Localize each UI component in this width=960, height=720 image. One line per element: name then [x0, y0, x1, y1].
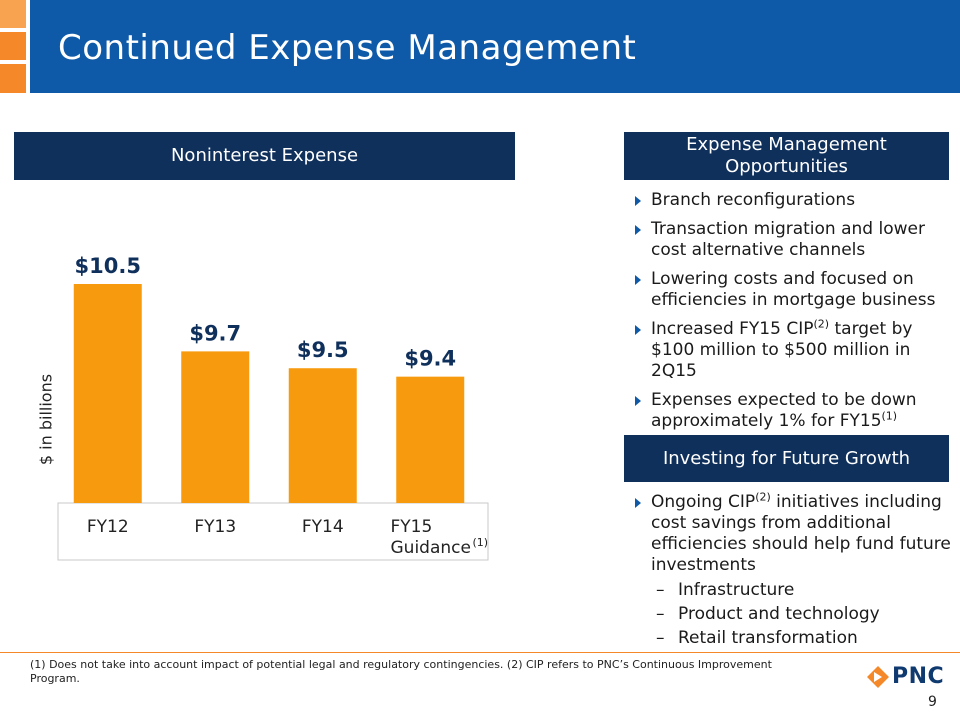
- opportunities-list: Branch reconfigurations Transaction migr…: [634, 190, 954, 440]
- header-decoration: [0, 0, 26, 93]
- opportunity-text: target by $100 million to $500 million i…: [651, 319, 913, 381]
- pnc-logo-icon: [867, 666, 889, 688]
- category-tick-label: FY13: [194, 517, 236, 537]
- opportunity-item: Transaction migration and lower cost alt…: [634, 219, 954, 261]
- page-number: 9: [928, 694, 937, 710]
- opportunity-item: Lowering costs and focused on efficienci…: [634, 269, 954, 311]
- opportunity-text: Expenses expected to be down approximate…: [651, 390, 917, 431]
- data-label: $9.5: [297, 338, 349, 362]
- opportunity-text: Lowering costs and focused on efficienci…: [651, 269, 936, 310]
- data-label: $9.7: [189, 321, 241, 345]
- bar-fy15-guidance: [396, 376, 465, 503]
- noninterest-expense-heading: Noninterest Expense: [14, 132, 515, 180]
- investing-sub-list: Infrastructure Product and technology Re…: [656, 580, 880, 652]
- header-square-top: [0, 0, 26, 28]
- investing-text: Ongoing CIP: [651, 492, 756, 512]
- y-axis-title: $ in billions: [36, 370, 56, 470]
- investing-item: Ongoing CIP(2) initiatives including cos…: [634, 490, 954, 576]
- footnote-marker: (2): [813, 317, 830, 331]
- footnote-marker: (1): [881, 409, 898, 423]
- header-square-middle: [0, 32, 26, 60]
- footnote-marker: (2): [755, 490, 771, 504]
- sub-item: Infrastructure: [656, 580, 880, 601]
- header-square-bottom: [0, 64, 26, 93]
- y-axis-label: $ in billions: [36, 373, 56, 466]
- opportunity-item: Branch reconfigurations: [634, 190, 954, 211]
- noninterest-expense-chart: $10.5 $9.7 $9.5 $9.4 FY12 FY13 FY14 FY15 Guidan…: [57, 254, 489, 561]
- pnc-logo: PNC: [866, 664, 956, 690]
- opportunity-text: Transaction migration and lower cost alt…: [651, 219, 925, 260]
- bar-fy12: [73, 284, 142, 503]
- category-tick-label: FY14: [302, 517, 344, 537]
- opportunity-text: Branch reconfigurations: [651, 190, 856, 210]
- page-title: Continued Expense Management: [58, 28, 637, 68]
- opportunity-item: Increased FY15 CIP(2) target by $100 mil…: [634, 317, 954, 382]
- footer-divider: [0, 652, 960, 653]
- data-label: $10.5: [75, 254, 141, 278]
- data-label: $9.4: [404, 347, 456, 371]
- opportunity-item: Expenses expected to be down approximate…: [634, 390, 954, 432]
- investing-text: initiatives including cost savings from …: [651, 492, 951, 575]
- category-footnote-marker: (1): [473, 536, 489, 549]
- header-bar: [30, 0, 960, 93]
- investing-heading: Investing for Future Growth: [624, 435, 949, 482]
- footnote: (1) Does not take into account impact of…: [30, 658, 772, 685]
- category-tick-label: FY15 Guidance: [391, 517, 471, 558]
- bar-fy14: [288, 368, 357, 503]
- investing-list: Ongoing CIP(2) initiatives including cos…: [634, 490, 954, 584]
- sub-item: Product and technology: [656, 604, 880, 625]
- bar-fy13: [181, 351, 250, 503]
- category-tick-label: FY12: [87, 517, 129, 537]
- opportunity-text: Increased FY15 CIP: [651, 319, 814, 339]
- sub-item: Retail transformation: [656, 628, 880, 649]
- opportunities-heading: Expense Management Opportunities: [624, 132, 949, 180]
- pnc-logo-text: PNC: [892, 664, 945, 689]
